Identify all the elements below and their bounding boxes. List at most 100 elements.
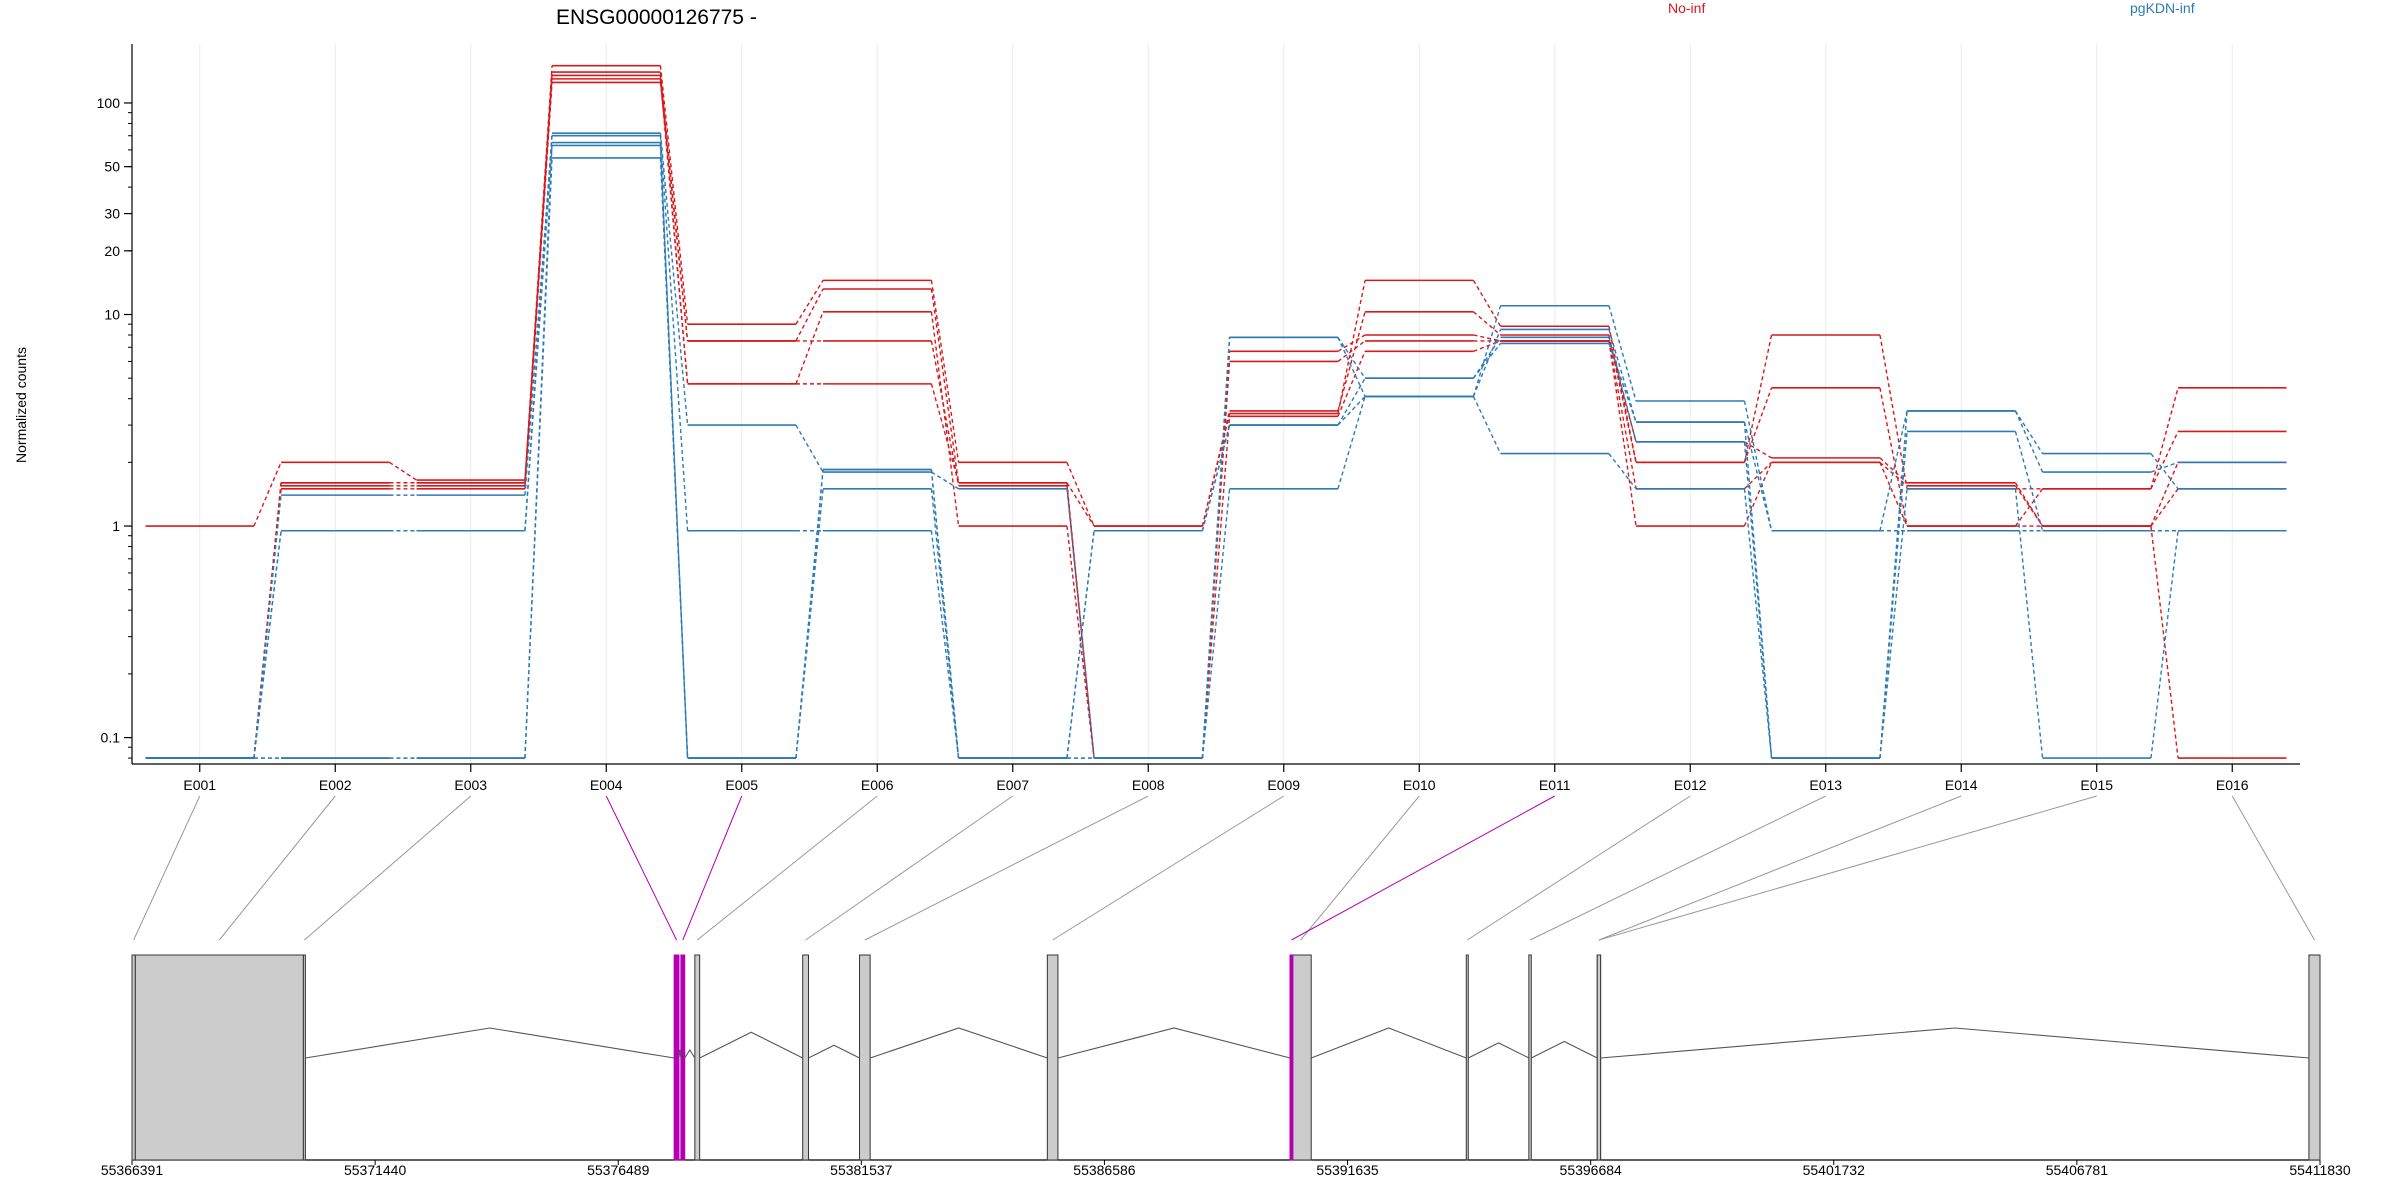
- data-connector: [1879, 488, 1908, 759]
- data-connector: [1337, 340, 1366, 362]
- data-connector: [795, 424, 824, 473]
- exon-box-e012: [1465, 954, 1469, 1161]
- data-connector: [1879, 431, 1908, 759]
- data-connector: [2150, 431, 2179, 490]
- exon-connector-e009: [1052, 795, 1285, 941]
- data-connector: [2150, 530, 2179, 759]
- data-connector: [1608, 453, 1637, 490]
- chart-title: ENSG00000126775 -: [556, 6, 757, 29]
- exon-box-e002: [134, 954, 304, 1161]
- intron-line: [1311, 1027, 1467, 1059]
- intron-line: [699, 1031, 803, 1059]
- data-connector: [1743, 387, 1773, 463]
- x-tick-label-e008: E008: [1132, 777, 1165, 793]
- data-connector: [524, 142, 553, 759]
- data-connector: [930, 530, 960, 759]
- series-pgkdn-inf-6: [145, 134, 2287, 759]
- data-connector: [659, 135, 689, 531]
- x-tick-label-e013: E013: [1809, 777, 1842, 793]
- data-connector: [2150, 462, 2179, 527]
- data-connector: [930, 488, 960, 759]
- data-connector: [659, 142, 689, 759]
- exon-connector-e015: [1598, 795, 2097, 941]
- exon-connector-e012: [1466, 795, 1691, 941]
- series-no-inf-3: [145, 74, 2287, 759]
- x-tick-label-e002: E002: [319, 777, 352, 793]
- exon-connector-e010: [1300, 795, 1420, 941]
- exon-box-e015: [1596, 954, 1602, 1161]
- data-connector: [1337, 337, 1366, 397]
- data-connector: [1472, 329, 1502, 397]
- data-connector: [1337, 396, 1366, 489]
- data-connector: [1337, 377, 1366, 426]
- series-pgkdn-inf-8: [145, 157, 2287, 759]
- intron-line: [305, 1027, 675, 1059]
- intron-line: [808, 1044, 860, 1059]
- series-pgkdn-inf-7: [145, 144, 2287, 759]
- data-connector: [2014, 431, 2044, 531]
- y-tick-label: 100: [97, 95, 121, 111]
- coordinate-tick-label: 55401732: [1803, 1162, 1866, 1178]
- data-connector: [253, 462, 282, 527]
- x-tick-label-e004: E004: [590, 777, 623, 793]
- data-connector: [1337, 280, 1366, 414]
- x-tick-label-e009: E009: [1267, 777, 1300, 793]
- data-connector: [1608, 340, 1637, 527]
- data-connector: [930, 280, 960, 463]
- exon-box-e008: [859, 954, 871, 1161]
- data-connector: [659, 133, 689, 426]
- exon-connector-e001: [133, 795, 201, 941]
- data-connector: [2150, 387, 2179, 489]
- coordinate-tick-label: 55376489: [587, 1162, 650, 1178]
- data-connector: [1066, 525, 1095, 759]
- data-connector: [1201, 337, 1231, 759]
- legend-entry-no-inf: No-inf: [1668, 0, 1705, 16]
- y-tick-label: 10: [104, 307, 120, 323]
- exon-box-e013: [1528, 954, 1532, 1161]
- exon-connector-e014: [1598, 795, 1962, 941]
- coordinate-tick-label: 55371440: [344, 1162, 407, 1178]
- data-connector: [659, 75, 689, 342]
- data-connector: [1337, 395, 1366, 426]
- data-connector: [1472, 311, 1502, 336]
- y-axis-title: Normalized counts: [13, 347, 29, 463]
- data-connector: [1743, 462, 1773, 527]
- intron-line: [684, 1048, 696, 1059]
- x-tick-label-e003: E003: [454, 777, 487, 793]
- y-tick-label: 50: [104, 159, 120, 175]
- data-connector: [1066, 462, 1095, 527]
- x-tick-label-e015: E015: [2080, 777, 2113, 793]
- data-connector: [1743, 488, 1773, 759]
- coordinate-tick-label: 55381537: [830, 1162, 893, 1178]
- exon-connector-e013: [1529, 795, 1826, 941]
- exon-box-e003: [302, 954, 306, 1161]
- data-connector: [524, 157, 553, 759]
- data-connector: [930, 288, 960, 483]
- legend-entry-pgkdn-inf: pgKDN-inf: [2130, 0, 2195, 16]
- exon-box-e016: [2308, 954, 2321, 1161]
- data-connector: [253, 530, 282, 759]
- data-connector: [931, 471, 959, 490]
- exon-box-e004: [673, 954, 680, 1161]
- exon-connector-e011: [1291, 795, 1555, 941]
- coordinate-tick-label: 55406781: [2046, 1162, 2109, 1178]
- data-connector: [2014, 485, 2044, 527]
- data-connector: [1066, 482, 1095, 527]
- x-tick-label-e006: E006: [861, 777, 894, 793]
- exon-box-e005: [680, 954, 686, 1161]
- x-tick-label-e011: E011: [1539, 777, 1571, 793]
- data-connector: [1744, 441, 1772, 459]
- data-connector: [524, 145, 553, 531]
- data-connector: [1066, 488, 1095, 759]
- data-connector: [795, 311, 824, 385]
- series-no-inf-2: [145, 71, 2287, 759]
- x-tick-label-e007: E007: [996, 777, 1029, 793]
- data-connector: [1201, 410, 1231, 527]
- data-connector: [524, 75, 553, 486]
- data-connector: [795, 288, 824, 342]
- data-connector: [2014, 410, 2044, 454]
- data-connector: [659, 78, 689, 384]
- data-connector: [389, 461, 417, 481]
- data-connector: [524, 78, 553, 483]
- exon-box-e011: [1289, 954, 1294, 1161]
